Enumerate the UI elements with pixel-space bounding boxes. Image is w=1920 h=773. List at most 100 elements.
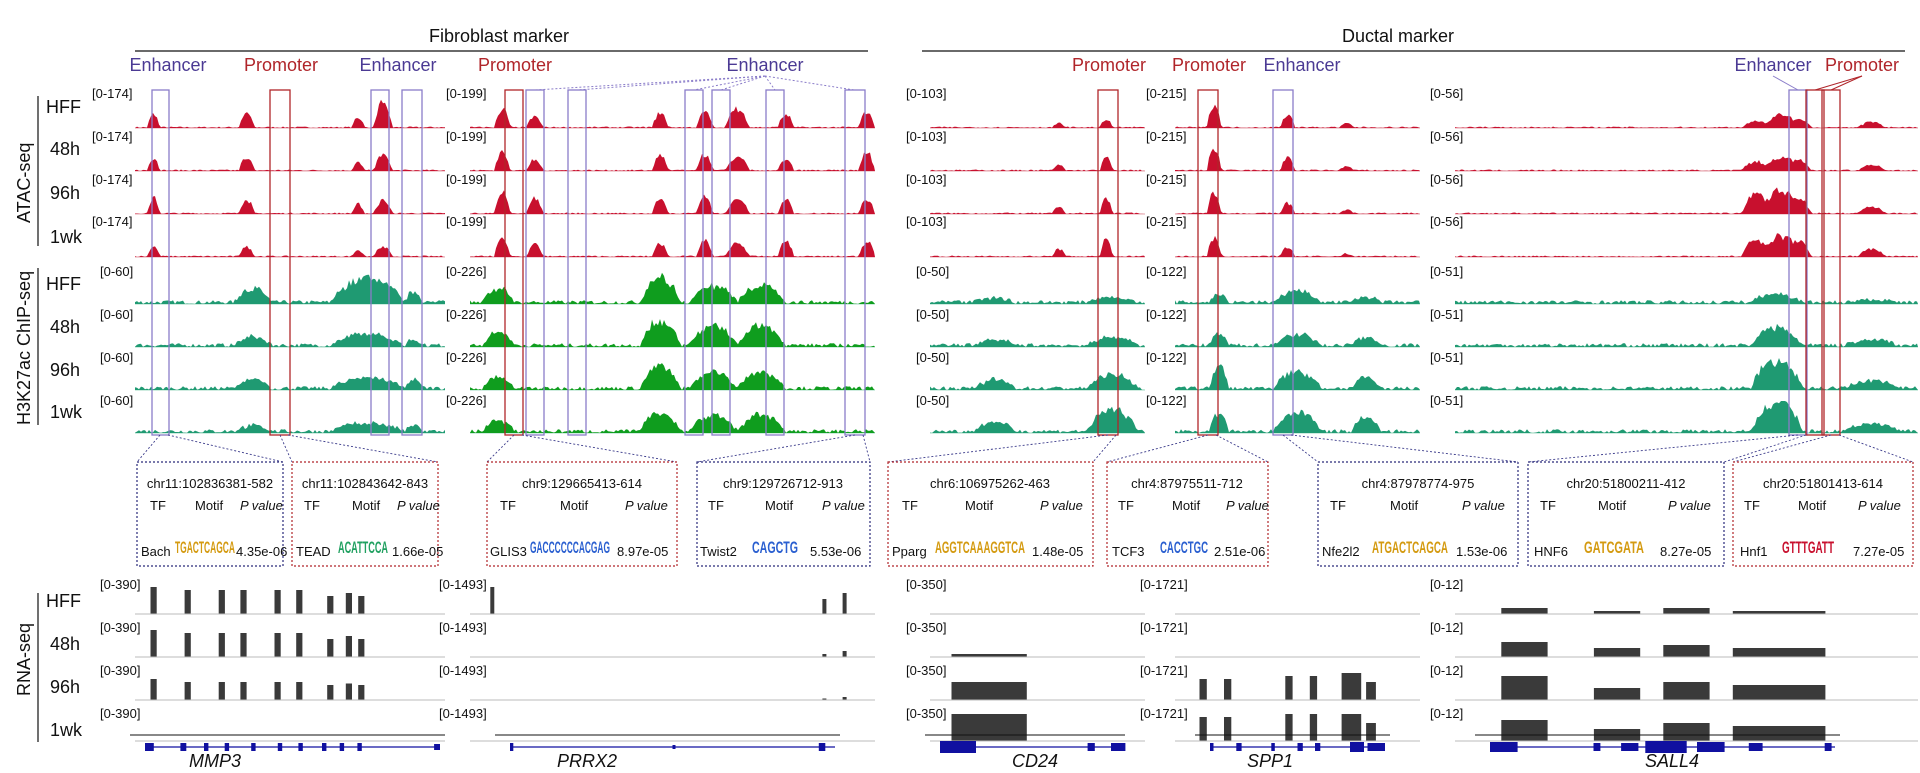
gene-exon — [180, 743, 187, 751]
rna-signal-block — [951, 714, 1027, 741]
motif-tf-name: Nfe2l2 — [1322, 544, 1360, 559]
motif-logo: TGACTCAGCA — [175, 538, 235, 557]
atac-range-label: [0-199] — [446, 129, 486, 144]
rna-signal-block — [1366, 682, 1376, 700]
motif-box — [136, 461, 284, 567]
motif-header-motif: Motif — [352, 498, 381, 513]
motif-box — [696, 461, 871, 567]
signal-track — [930, 335, 1145, 347]
signal-track — [135, 153, 445, 171]
rna-signal-block — [358, 596, 365, 614]
rna-range-label: [0-390] — [100, 706, 140, 721]
rna-signal-block — [150, 679, 157, 700]
chip-range-label: [0-226] — [446, 307, 486, 322]
timepoint-label: 1wk — [50, 720, 83, 740]
rna-signal-block — [822, 654, 827, 657]
signal-track — [930, 295, 1145, 304]
rna-signal-block — [345, 593, 352, 614]
signal-track — [470, 190, 875, 214]
motif-coordinate: chr20:51801413-614 — [1763, 476, 1883, 491]
motif-connector — [1290, 434, 1519, 463]
motif-connector — [1215, 434, 1269, 463]
assay-label-rna-seq: RNA-seq — [14, 623, 34, 696]
rna-range-label: [0-12] — [1430, 663, 1463, 678]
signal-track — [470, 363, 875, 390]
gene-exon — [1748, 743, 1763, 751]
enhancer-highlight — [401, 89, 423, 436]
motif-coordinate: chr9:129726712-913 — [723, 476, 843, 491]
atac-range-label: [0-199] — [446, 214, 486, 229]
motif-box — [486, 461, 678, 567]
atac-range-label: [0-56] — [1430, 172, 1463, 187]
timepoint-labels: HFF 48h 96h 1wk HFF 48h 96h 1wk HFF 48h … — [46, 97, 83, 740]
enhancer-connector — [764, 75, 776, 91]
atac-range-label: [0-56] — [1430, 214, 1463, 229]
chip-range-label: [0-60] — [100, 393, 133, 408]
gene-label-sall4: SALL4 — [1645, 751, 1699, 771]
gene-exon — [940, 741, 976, 753]
motif-box — [1527, 461, 1725, 567]
signal-track — [1175, 409, 1420, 433]
motif-header-tf: TF — [1118, 498, 1134, 513]
rna-range-label: [0-390] — [100, 663, 140, 678]
chip-range-label: [0-50] — [916, 350, 949, 365]
rna-signal-block — [1285, 714, 1293, 741]
rna-signal-block — [327, 596, 334, 614]
motif-tf-name: GLIS3 — [490, 544, 527, 559]
signal-track — [930, 156, 1145, 171]
gene-exon — [204, 743, 209, 751]
atac-range-label: [0-103] — [906, 86, 946, 101]
motif-header-motif: Motif — [1798, 498, 1827, 513]
signal-track — [470, 237, 875, 257]
rna-signal-block — [1501, 642, 1548, 657]
rna-signal-block — [842, 651, 847, 657]
rna-range-label: [0-350] — [906, 706, 946, 721]
atac-range-label: [0-215] — [1146, 129, 1186, 144]
motif-header-pvalue: P value — [1668, 498, 1711, 513]
motif-header-motif: Motif — [195, 498, 224, 513]
enhancer-connector — [534, 75, 766, 91]
motif-tf-name: HNF6 — [1534, 544, 1568, 559]
motif-coordinate: chr4:87978774-975 — [1362, 476, 1475, 491]
enhancer-connector — [693, 75, 766, 91]
rna-range-label: [0-1493] — [439, 577, 487, 592]
gene-exon — [510, 743, 514, 751]
rna-signal-block — [345, 683, 352, 700]
gene-exon — [1315, 743, 1321, 751]
gene-label-prrx2: PRRX2 — [557, 751, 617, 771]
signal-track — [1455, 358, 1918, 390]
atac-range-label: [0-174] — [92, 172, 132, 187]
rna-signal-block — [1341, 714, 1362, 741]
motif-header-tf: TF — [500, 498, 516, 513]
timepoint-label: 48h — [50, 139, 80, 159]
enhancer-connector — [576, 75, 766, 91]
motif-logo: ACATTCCA — [338, 538, 388, 557]
rna-signal-block — [1501, 720, 1548, 741]
motif-logo: AGGTCAAAGGTCA — [935, 538, 1025, 557]
rna-signal-block — [951, 682, 1027, 700]
gene-exon — [1210, 743, 1214, 751]
signal-track — [930, 197, 1145, 214]
rna-signal-block — [490, 587, 495, 614]
rna-signal-block — [1663, 608, 1710, 614]
motif-tf-name: Pparg — [892, 544, 927, 559]
rna-signal-block — [240, 682, 247, 700]
signal-track — [930, 372, 1145, 390]
motif-box — [1317, 461, 1519, 567]
motif-p-value: 7.27e-05 — [1853, 544, 1904, 559]
signal-track — [470, 150, 875, 171]
rna-signal-block — [1732, 648, 1826, 657]
motif-connector — [167, 434, 284, 463]
rna-signal-block — [345, 636, 352, 657]
motif-logo: ATGACTCAGCA — [1372, 538, 1448, 557]
rna-range-label: [0-1493] — [439, 706, 487, 721]
region-label-promoter: Promoter — [1072, 55, 1146, 75]
atac-range-label: [0-215] — [1146, 86, 1186, 101]
signal-track — [470, 106, 875, 128]
rna-range-label: [0-350] — [906, 577, 946, 592]
atac-range-label: [0-56] — [1430, 86, 1463, 101]
motif-p-value: 5.53e-06 — [810, 544, 861, 559]
gene-exon — [145, 743, 154, 751]
gene-exon — [1645, 741, 1687, 753]
